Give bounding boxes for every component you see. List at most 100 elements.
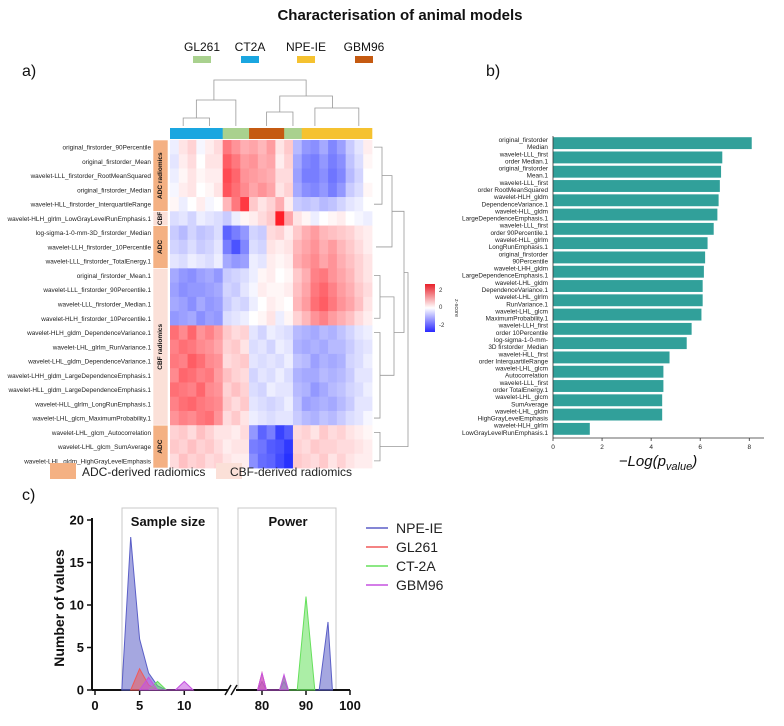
dendrogram-branch (314, 107, 360, 126)
heatmap-cell (205, 353, 215, 369)
heatmap-cell (231, 154, 241, 169)
heatmap-cell (266, 453, 276, 469)
heatmap-cell (328, 296, 338, 312)
heatmap-cell (284, 425, 294, 440)
heatmap-cell (231, 211, 241, 226)
bar-label: order RootMeanSquared (478, 187, 549, 194)
heatmap-cell (284, 325, 294, 341)
heatmap-cell (292, 325, 303, 341)
heatmap-cell (354, 154, 364, 169)
heatmap-cell (240, 439, 250, 455)
heatmap-cell (275, 439, 285, 455)
heatmap-cell (196, 182, 206, 198)
heatmap-cell (249, 453, 259, 469)
heatmap-cell (196, 239, 206, 255)
heatmap-cell (310, 339, 320, 355)
dendrogram-branch (380, 296, 395, 376)
heatmap-cell (345, 168, 355, 184)
dendrogram-branch (380, 272, 409, 448)
heatmap-cell (213, 311, 224, 326)
colorbar-tick: -2 (439, 323, 445, 329)
heatmap-cell (222, 211, 232, 226)
heatmap-cell (266, 425, 276, 440)
heatmap-cell (345, 368, 355, 383)
heatmap-cell (319, 168, 329, 184)
heatmap-cell (328, 140, 338, 155)
heatmap-cell (257, 296, 268, 312)
heatmap-cell (328, 453, 338, 469)
heatmap-cell (319, 296, 329, 312)
heatmap-cell (249, 154, 259, 169)
heatmap-cell (363, 396, 373, 412)
heatmap-cell (187, 140, 197, 155)
heatmap-cell (205, 140, 215, 155)
heatmap-cell (319, 410, 329, 426)
heatmap-cell (205, 339, 215, 355)
heatmap-cell (336, 296, 347, 312)
heatmap-cell (363, 339, 373, 355)
heatmap-cell (284, 453, 294, 469)
heatmap-cell (292, 410, 303, 426)
heatmap-cell (187, 254, 197, 269)
heatmap-cell (178, 282, 188, 298)
heatmap-cell (170, 311, 180, 326)
bar-label: DependenceVariance.1 (482, 287, 549, 294)
heatmap-cell (345, 382, 355, 398)
heatmap-cell (266, 325, 276, 341)
heatmap-cell (328, 311, 338, 326)
heatmap-cell (240, 282, 250, 298)
heatmap-cell (363, 282, 373, 298)
heatmap-cell (336, 268, 347, 284)
colorbar-tick: 2 (439, 288, 443, 294)
heatmap-cell (170, 239, 180, 255)
heatmap-cell (249, 339, 259, 355)
heatmap-cell (336, 339, 347, 355)
heatmap-cell (257, 311, 268, 326)
dendrogram-branch (213, 79, 307, 100)
heatmap-cell (284, 197, 294, 212)
heatmap-cell (240, 425, 250, 440)
heatmap-cell (336, 182, 347, 198)
heatmap-cell (196, 425, 206, 440)
heatmap-cell (266, 296, 276, 312)
bar (553, 322, 692, 335)
heatmap-cell (249, 239, 259, 255)
heatmap-cell (275, 453, 285, 469)
bar-label: order TotalEnergy.1 (493, 387, 549, 394)
heatmap-cell (310, 296, 320, 312)
heatmap-cell (336, 425, 347, 440)
row-label: wavelet-HLH_gldm_DependenceVariance.1 (26, 330, 151, 337)
row-label: wavelet-LHL_gldm_HighGrayLevelEmphasis (23, 458, 151, 465)
heatmap-cell (336, 168, 347, 184)
column-group-gbm96 (249, 128, 285, 139)
heatmap-cell (319, 239, 329, 255)
heatmap-cell (196, 396, 206, 412)
heatmap-cell (187, 368, 197, 383)
heatmap-cell (231, 410, 241, 426)
heatmap-cell (257, 353, 268, 369)
heatmap-cell (354, 339, 364, 355)
heatmap-cell (284, 353, 294, 369)
row-group-label: CBF (157, 212, 164, 225)
bar-x-tick-label: 8 (747, 444, 751, 451)
bar-label: LargeDependenceEmphasis.1 (462, 216, 548, 223)
heatmap-cell (257, 197, 268, 212)
heatmap-cell (336, 325, 347, 341)
heatmap-cell (170, 197, 180, 212)
row-label: original_firstorder_Mean (82, 159, 151, 166)
heatmap-cell (275, 311, 285, 326)
heatmap-cell (196, 268, 206, 284)
heatmap-cell (178, 382, 188, 398)
row-label: wavelet-LLL_firstorder_TotalEnergy.1 (45, 259, 152, 266)
heatmap-cell (240, 368, 250, 383)
area-series-npe-ie (256, 621, 333, 691)
heatmap-cell (354, 211, 364, 226)
bar (553, 151, 723, 164)
bar-x-axis: 0 2 4 6 8 (551, 136, 764, 451)
heatmap-cell (354, 182, 364, 198)
heatmap-cell (336, 140, 347, 155)
heatmap-cell (178, 353, 188, 369)
bar-label: wavelet-LLL_first (499, 180, 549, 187)
row-label: wavelet-LHL_glcm_SumAverage (57, 444, 151, 451)
heatmap-cell (222, 368, 232, 383)
